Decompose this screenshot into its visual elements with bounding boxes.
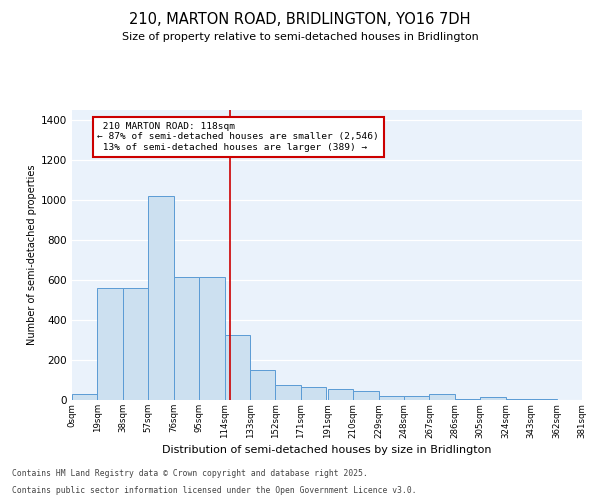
Bar [275,385,301,400]
Text: 210 MARTON ROAD: 118sqm
← 87% of semi-detached houses are smaller (2,546)
 13% o: 210 MARTON ROAD: 118sqm ← 87% of semi-de… [97,122,379,152]
Bar [72,394,97,400]
Bar [328,389,353,400]
Bar [455,399,480,400]
Text: Contains HM Land Registry data © Crown copyright and database right 2025.: Contains HM Land Registry data © Crown c… [12,468,368,477]
Bar [430,394,455,400]
Bar [506,399,531,400]
Bar [379,396,404,400]
Bar [531,399,557,400]
Bar [199,277,224,400]
Y-axis label: Number of semi-detached properties: Number of semi-detached properties [27,165,37,345]
Text: Contains public sector information licensed under the Open Government Licence v3: Contains public sector information licen… [12,486,416,495]
Bar [404,396,430,400]
Bar [353,391,379,400]
Bar [224,335,250,400]
X-axis label: Distribution of semi-detached houses by size in Bridlington: Distribution of semi-detached houses by … [162,444,492,454]
Text: 210, MARTON ROAD, BRIDLINGTON, YO16 7DH: 210, MARTON ROAD, BRIDLINGTON, YO16 7DH [129,12,471,28]
Bar [148,196,174,400]
Bar [301,387,326,400]
Bar [582,399,600,400]
Text: Size of property relative to semi-detached houses in Bridlington: Size of property relative to semi-detach… [122,32,478,42]
Bar [250,370,275,400]
Bar [174,277,199,400]
Bar [480,397,506,400]
Bar [123,288,148,400]
Bar [97,288,123,400]
